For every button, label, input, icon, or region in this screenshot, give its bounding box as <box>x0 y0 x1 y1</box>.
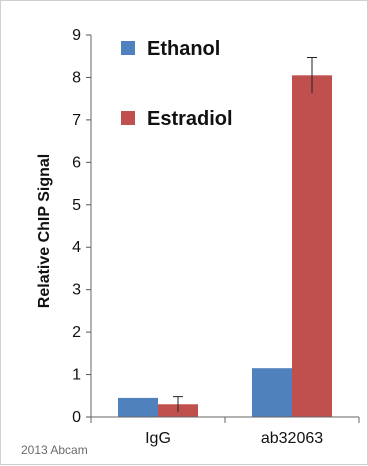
bars-layer <box>118 75 332 418</box>
x-category-label: ab32063 <box>261 430 323 447</box>
legend-label-estradiol: Estradiol <box>147 108 233 130</box>
y-tick-label: 3 <box>72 282 81 299</box>
bar-ethanol-igg <box>118 397 158 417</box>
y-tick-label: 1 <box>72 367 81 384</box>
x-axis-labels: IgG ab32063 <box>145 430 323 447</box>
axes-layer <box>90 35 360 423</box>
y-tick-label: 7 <box>72 112 81 129</box>
y-tick-label: 5 <box>72 197 81 214</box>
watermark-text: 2013 Abcam <box>21 443 88 457</box>
y-tick-label: 6 <box>72 154 81 171</box>
bar-estradiol-ab32063 <box>292 75 332 418</box>
error-bars-layer <box>173 56 317 412</box>
legend-swatch-ethanol <box>121 41 135 55</box>
y-axis-title: Relative ChIP Signal <box>36 154 53 308</box>
y-tick-label: 0 <box>72 409 81 426</box>
y-axis-ticks: 0 1 2 3 4 5 6 7 8 9 <box>72 27 91 426</box>
bar-ethanol-ab32063 <box>252 368 292 417</box>
legend: Ethanol Estradiol <box>121 38 233 130</box>
x-category-label: IgG <box>145 430 171 447</box>
y-tick-label: 8 <box>72 69 81 86</box>
y-tick-label: 4 <box>72 239 81 256</box>
legend-swatch-estradiol <box>121 111 135 125</box>
legend-label-ethanol: Ethanol <box>147 38 220 60</box>
y-tick-label: 2 <box>72 324 81 341</box>
y-tick-label: 9 <box>72 27 81 44</box>
